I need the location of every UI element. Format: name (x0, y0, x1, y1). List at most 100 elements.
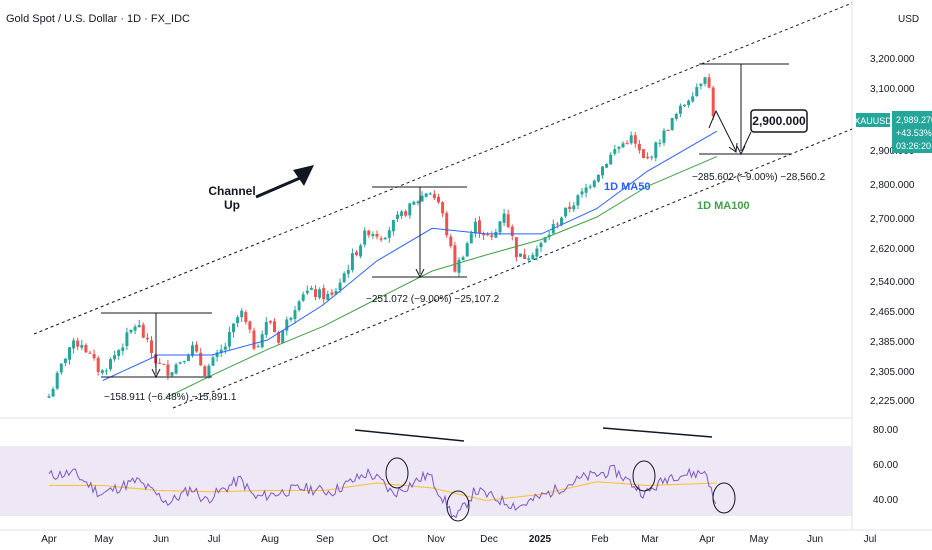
price-axis-label: 2,800.000 (870, 180, 915, 191)
candle-body (560, 217, 563, 225)
candle-body (658, 142, 662, 144)
candle-body (359, 245, 363, 257)
candle-body (166, 364, 170, 376)
candle-body (330, 292, 334, 295)
candle-body (670, 117, 674, 130)
price-axis-label: 2,385.000 (870, 337, 915, 348)
candle-body (256, 346, 260, 348)
candle-body (465, 243, 469, 257)
measure3-arrow (736, 145, 746, 156)
price-axis-label: 3,200.000 (870, 54, 915, 65)
candle-body (449, 236, 453, 247)
time-axis-label: Apr (699, 534, 715, 545)
rsi-circle-2 (446, 490, 470, 522)
measure-label-1: −158.911 (−6.48%) −15,891.1 (104, 392, 237, 403)
candle-body (162, 363, 166, 365)
ma100-label: 1D MA100 (697, 200, 750, 212)
time-axis-label: Apr (41, 534, 57, 545)
candle-body (637, 143, 641, 151)
moving-averages (102, 130, 718, 399)
candle-body (207, 365, 211, 377)
candle-body (363, 230, 367, 245)
rsi-axis-label: 40.00 (873, 495, 898, 506)
candle-body (379, 238, 383, 240)
candle-body (629, 135, 633, 144)
time-axis-label: Jun (807, 534, 823, 545)
candle-body (453, 245, 457, 272)
ma50-line (102, 130, 718, 381)
projection-path (708, 109, 737, 152)
price-axis-label: 2,700.000 (870, 214, 915, 225)
candle-body (572, 205, 576, 210)
candle-body (617, 146, 621, 149)
candle-body (285, 319, 289, 331)
candle-body (297, 301, 301, 310)
candle-body (514, 237, 518, 258)
candle-body (289, 317, 293, 320)
candle-body (531, 255, 535, 260)
candle-body (461, 257, 465, 261)
candle-body (174, 364, 178, 374)
candle-body (125, 332, 129, 347)
candle-body (121, 347, 125, 351)
candle-body (170, 372, 174, 376)
rsi-line (48, 464, 717, 519)
candle-body (305, 290, 309, 294)
candle-body (355, 252, 358, 255)
candle-body (482, 233, 486, 236)
candle-body (662, 130, 666, 143)
time-axis-label: Jul (864, 534, 877, 545)
candle-body (268, 321, 272, 323)
candle-body (309, 287, 313, 290)
candle-body (420, 195, 424, 202)
time-axis-label: Sep (316, 534, 334, 545)
candle-body (400, 211, 404, 216)
candle-body (92, 353, 96, 359)
candle-body (683, 104, 686, 107)
candle-body (473, 221, 477, 234)
candle-body (699, 83, 703, 86)
candle-body (371, 234, 375, 237)
candle-body (428, 193, 432, 195)
rsi-divergence-line-1 (354, 429, 465, 442)
rsi-circle-4 (712, 482, 736, 514)
candle-body (178, 362, 182, 364)
measure1-arrow (151, 368, 161, 379)
candle-body (338, 282, 342, 291)
candle-body (601, 166, 604, 176)
target-box[interactable] (750, 109, 808, 133)
candle-body (609, 154, 613, 165)
candle-body (84, 344, 88, 353)
candle-body (252, 330, 256, 349)
candle-body (109, 359, 112, 370)
candle-body (666, 130, 670, 132)
candle-body (383, 237, 387, 240)
candle-body (100, 370, 104, 373)
projection-arrow (728, 142, 738, 153)
candle-body (687, 100, 691, 106)
candle-body (498, 221, 502, 233)
price-axis-label: 2,540.000 (870, 277, 915, 288)
candle-body (314, 289, 317, 298)
measure-label-2: −251.072 (−9.00%) −25,107.2 (366, 294, 500, 305)
candle-body (96, 357, 100, 372)
candle-body (264, 322, 268, 335)
candle-body (260, 334, 264, 348)
price-axis-label: 3,100.000 (870, 84, 915, 95)
candle-body (182, 361, 186, 363)
candle-body (555, 223, 559, 225)
candle-body (133, 326, 137, 331)
candle-body (519, 253, 522, 257)
candle-body (412, 201, 416, 205)
candle-body (244, 312, 248, 322)
price-axis-label: 2,225.000 (870, 396, 915, 407)
ma100-line (165, 156, 718, 399)
candle-body (150, 340, 153, 353)
candle-body (457, 259, 461, 273)
candle-body (437, 196, 440, 203)
candle-body (55, 372, 59, 389)
candle-body (219, 349, 223, 353)
candle-body (342, 273, 346, 283)
candle-body (104, 370, 108, 372)
